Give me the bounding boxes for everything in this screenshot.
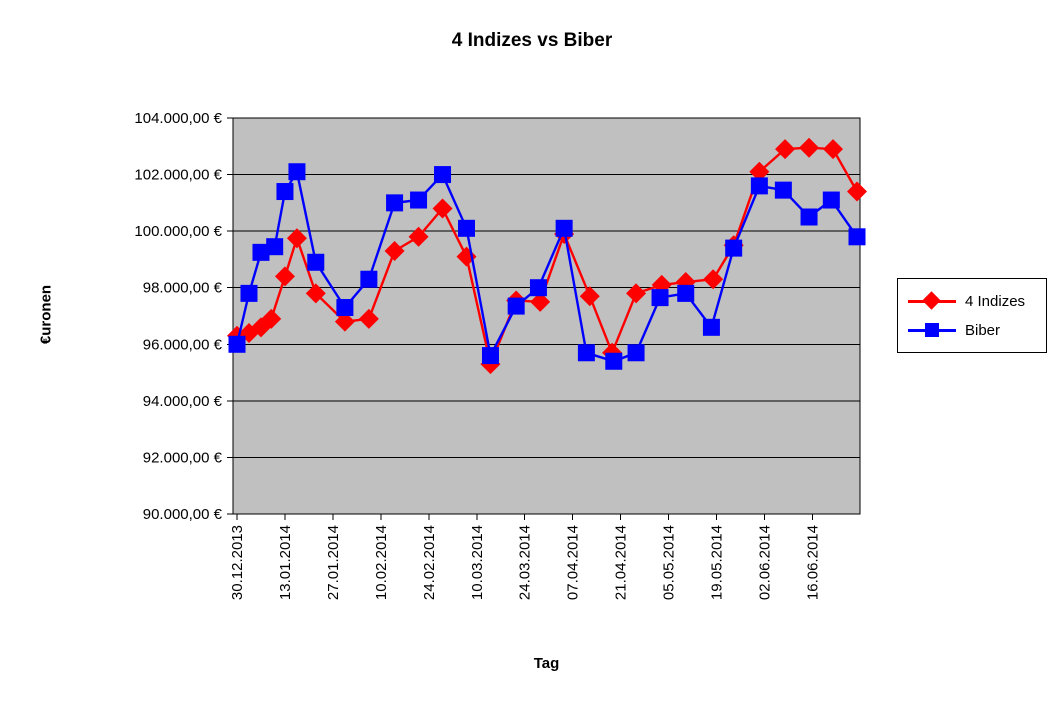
x-tick-label: 10.02.2014 xyxy=(373,525,390,600)
x-tick-label: 16.06.2014 xyxy=(804,525,821,600)
x-tick-label: 30.12.2013 xyxy=(229,525,246,600)
x-tick-label: 10.03.2014 xyxy=(469,525,486,600)
marker-square xyxy=(577,344,595,362)
marker-diamond xyxy=(334,311,355,332)
marker-square xyxy=(307,253,325,271)
y-tick-label: 90.000,00 € xyxy=(143,506,223,523)
marker-diamond xyxy=(530,291,551,312)
marker-diamond xyxy=(749,161,770,182)
marker-square xyxy=(336,299,354,317)
marker-square xyxy=(627,344,645,362)
x-tick-label: 13.01.2014 xyxy=(277,525,294,600)
marker-diamond xyxy=(799,137,820,158)
x-tick-label: 24.02.2014 xyxy=(421,525,438,600)
marker-square xyxy=(240,284,258,302)
marker-square xyxy=(774,181,792,199)
legend-label-4-indizes: 4 Indizes xyxy=(965,292,1026,310)
y-tick-label: 92.000,00 € xyxy=(143,449,223,466)
marker-diamond xyxy=(384,240,405,261)
marker-square xyxy=(725,239,743,257)
red-diamond-icon xyxy=(922,291,941,310)
marker-diamond xyxy=(274,266,295,287)
marker-square xyxy=(228,335,246,353)
marker-square xyxy=(605,352,623,370)
x-axis-title: Tag xyxy=(533,655,560,672)
y-tick-label: 104.000,00 € xyxy=(134,110,222,127)
marker-diamond xyxy=(432,198,453,219)
blue-square-icon xyxy=(925,323,939,337)
marker-square xyxy=(800,208,818,226)
marker-diamond xyxy=(775,139,796,160)
y-tick-label: 96.000,00 € xyxy=(143,336,223,353)
marker-diamond xyxy=(703,269,724,290)
y-tick-label: 102.000,00 € xyxy=(134,167,222,184)
x-tick-label: 24.03.2014 xyxy=(517,525,534,600)
marker-square xyxy=(386,194,404,212)
legend-label-biber: Biber xyxy=(965,321,1001,339)
marker-square xyxy=(276,183,294,201)
legend-item-4-indizes: 4 Indizes xyxy=(908,291,1046,311)
marker-square xyxy=(507,297,525,315)
y-tick-label: 98.000,00 € xyxy=(143,280,223,297)
plot-border xyxy=(232,117,861,515)
marker-square xyxy=(651,289,669,307)
marker-square xyxy=(677,284,695,302)
marker-square xyxy=(555,219,573,237)
legend-marker-4-indizes xyxy=(908,291,956,311)
marker-square xyxy=(252,243,270,261)
marker-diamond xyxy=(823,139,844,160)
marker-square xyxy=(702,318,720,336)
x-tick-label: 27.01.2014 xyxy=(325,525,342,600)
legend: 4 Indizes Biber xyxy=(897,278,1047,353)
x-tick-label: 19.05.2014 xyxy=(709,525,726,600)
marker-diamond xyxy=(305,283,326,304)
legend-marker-biber xyxy=(908,320,956,340)
chart-title: 4 Indizes vs Biber xyxy=(451,30,613,51)
marker-square xyxy=(848,228,866,246)
legend-item-biber: Biber xyxy=(908,320,1046,340)
x-tick-label: 05.05.2014 xyxy=(661,525,678,600)
marker-square xyxy=(822,191,840,209)
marker-square xyxy=(529,279,547,297)
x-tick-label: 21.04.2014 xyxy=(613,525,630,600)
y-axis-title: €uronen xyxy=(37,284,55,345)
marker-square xyxy=(458,219,476,237)
marker-diamond xyxy=(626,283,647,304)
marker-diamond xyxy=(286,228,307,249)
marker-diamond xyxy=(579,286,600,307)
x-tick-label: 02.06.2014 xyxy=(757,525,774,600)
x-tick-label: 07.04.2014 xyxy=(565,525,582,600)
marker-square xyxy=(288,163,306,181)
marker-square xyxy=(360,270,378,288)
marker-square xyxy=(434,166,452,184)
y-tick-label: 100.000,00 € xyxy=(134,223,222,240)
marker-diamond xyxy=(358,308,379,329)
marker-square xyxy=(481,347,499,365)
marker-diamond xyxy=(261,308,282,329)
marker-square xyxy=(410,191,428,209)
marker-diamond xyxy=(408,226,429,247)
marker-square xyxy=(266,238,284,256)
marker-square xyxy=(750,177,768,195)
y-tick-label: 94.000,00 € xyxy=(143,393,223,410)
marker-diamond xyxy=(847,181,867,202)
